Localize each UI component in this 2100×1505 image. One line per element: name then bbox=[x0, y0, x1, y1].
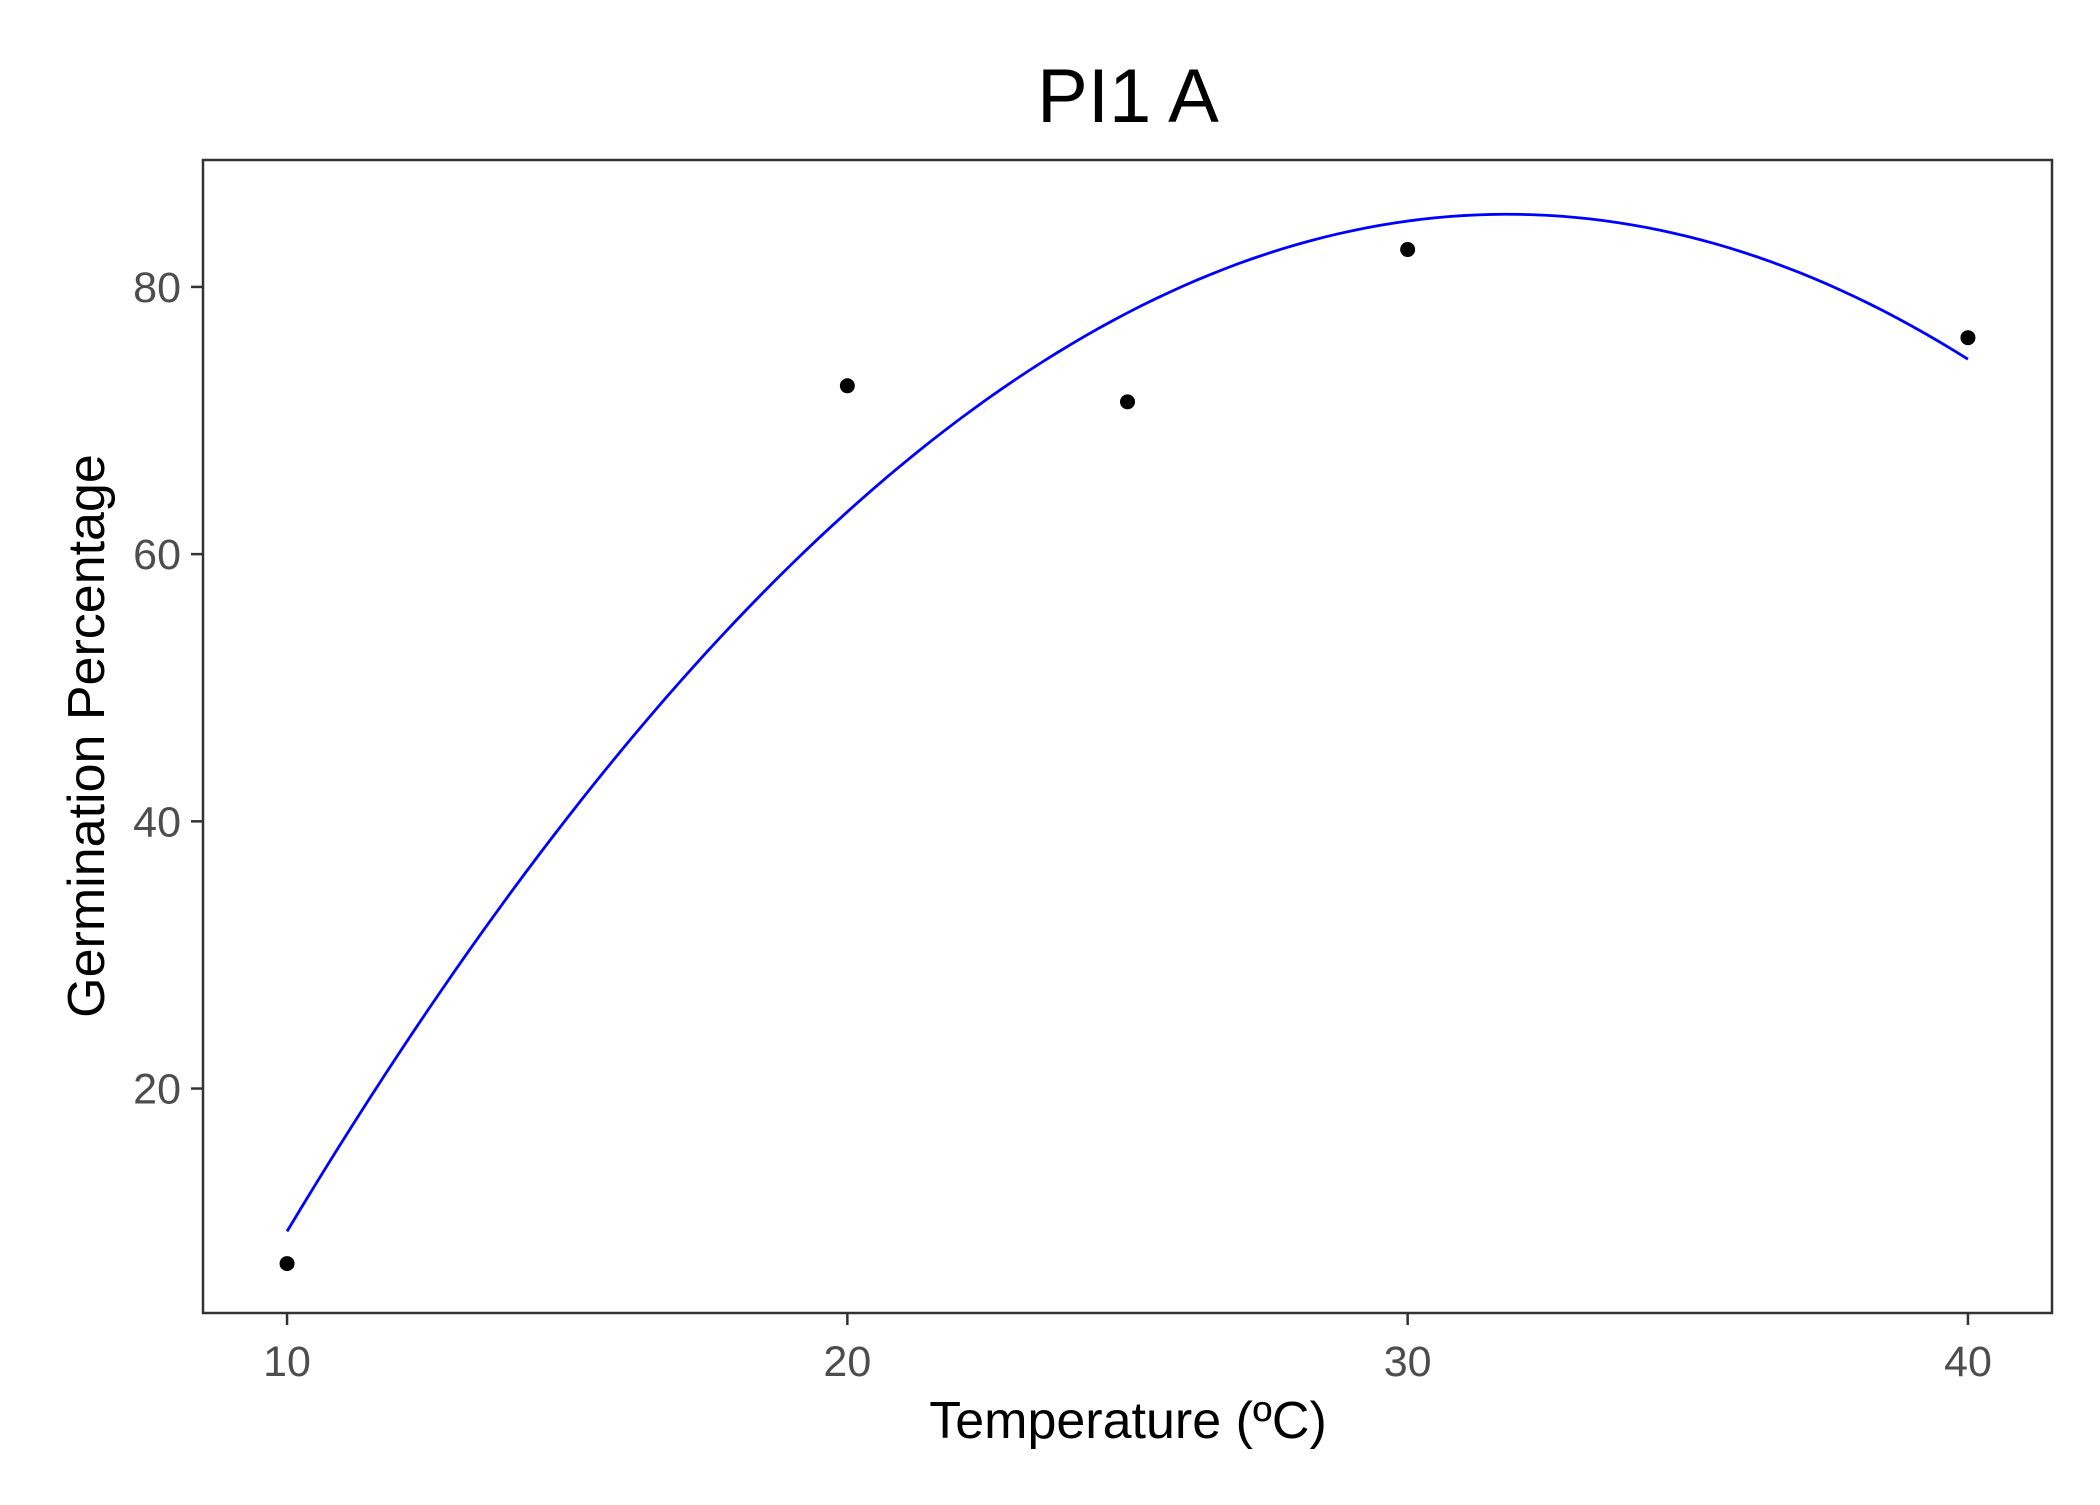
plot-panel bbox=[201, 158, 2054, 1315]
x-axis-title: Temperature (ºC) bbox=[929, 1392, 1327, 1450]
y-axis-tick-label: 80 bbox=[133, 264, 181, 312]
x-axis-tick-label: 40 bbox=[1944, 1338, 1992, 1386]
y-axis-title: Germination Percentage bbox=[58, 454, 116, 1018]
y-axis-tick-label: 20 bbox=[133, 1066, 181, 1114]
data-point bbox=[1400, 242, 1416, 258]
y-axis: 20 40 60 80 bbox=[133, 264, 203, 1114]
data-point bbox=[1120, 394, 1135, 410]
chart-title: PI1 A bbox=[1037, 54, 1219, 139]
x-axis-tick-label: 10 bbox=[263, 1338, 311, 1386]
fit-curve-layer bbox=[285, 212, 1969, 1233]
data-point bbox=[279, 1256, 295, 1272]
data-point bbox=[839, 378, 855, 394]
y-axis-tick-label: 60 bbox=[133, 531, 181, 579]
x-axis-tick-label: 30 bbox=[1384, 1338, 1432, 1386]
y-axis-tick-label: 40 bbox=[133, 798, 181, 846]
x-axis: 10 20 30 40 bbox=[263, 1313, 1992, 1386]
data-points-layer bbox=[279, 242, 1976, 1272]
data-point bbox=[1960, 330, 1976, 346]
fit-curve-line bbox=[285, 212, 1969, 1233]
x-axis-tick-label: 20 bbox=[823, 1338, 871, 1386]
